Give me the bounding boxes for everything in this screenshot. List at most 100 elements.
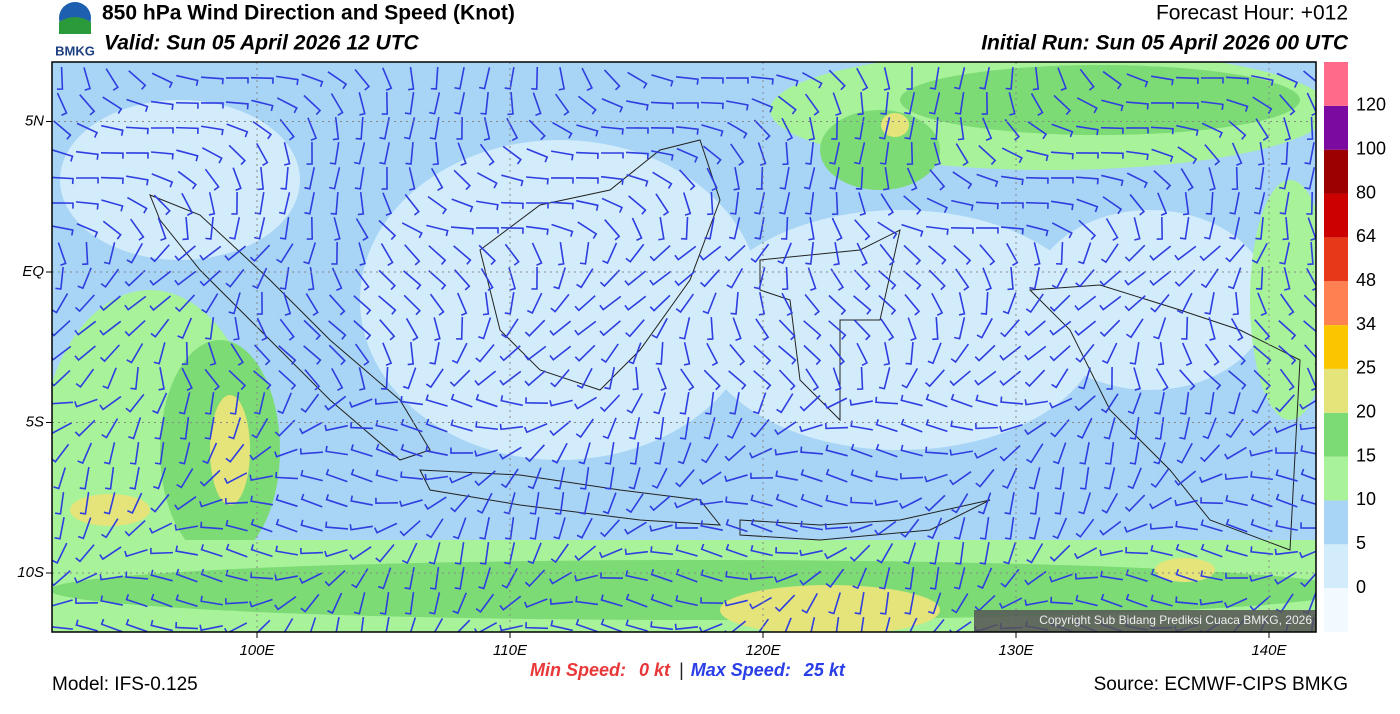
wind-barb [1175, 543, 1198, 558]
wind-barb [1050, 177, 1074, 184]
wind-barb [803, 167, 816, 190]
wind-barb [1051, 267, 1068, 289]
wind-barb [1124, 295, 1146, 312]
wind-barb [730, 191, 740, 215]
wind-barb [526, 292, 543, 315]
wind-barb [283, 142, 291, 166]
wind-barb [450, 447, 474, 454]
wind-barb [124, 269, 146, 287]
min-speed-label: Min Speed: [530, 660, 626, 680]
wind-barb [74, 294, 95, 313]
wind-barb [404, 91, 415, 115]
wind-barb [683, 342, 691, 366]
separator: | [679, 660, 684, 680]
wind-barb [99, 320, 122, 336]
wind-barb [226, 123, 249, 138]
wind-barb [499, 345, 521, 362]
wind-barb [1231, 166, 1239, 190]
wind-barb [774, 594, 796, 613]
wind-barb [499, 595, 522, 611]
wind-barb [1283, 267, 1291, 291]
wind-barb [651, 74, 674, 87]
wind-barb [952, 171, 973, 190]
wind-barb [1204, 144, 1221, 166]
wind-barb [1174, 470, 1197, 486]
wind-barb [1105, 441, 1115, 465]
wind-barb [1099, 319, 1121, 337]
wind-barb [229, 391, 240, 415]
wind-barb [385, 617, 390, 632]
wind-barb [929, 566, 940, 590]
wind-barb [126, 98, 149, 112]
wind-barb [1079, 442, 1090, 465]
wind-barb [1124, 244, 1146, 262]
wind-barb [424, 473, 449, 481]
wind-barb [150, 151, 174, 160]
wind-barb [150, 619, 173, 632]
wind-barb [1176, 442, 1193, 464]
wind-barb [975, 468, 995, 488]
wind-barb [1129, 342, 1140, 365]
wind-barb [75, 619, 98, 632]
wind-barb [75, 368, 95, 388]
wind-barb [1250, 471, 1274, 481]
wind-barb [1251, 242, 1268, 264]
wind-barb [99, 395, 122, 411]
wind-barb [930, 116, 939, 140]
wind-barb [407, 66, 415, 91]
wind-barb [673, 497, 698, 509]
wind-barb [729, 392, 740, 415]
wind-barb [303, 94, 322, 116]
wind-barb [1075, 343, 1095, 363]
wind-barb [850, 443, 873, 458]
wind-barb [275, 471, 299, 480]
wind-barb [758, 618, 770, 632]
wind-barb [430, 566, 440, 590]
wind-barb [355, 218, 369, 241]
wind-barb [224, 245, 247, 262]
wind-barb [301, 73, 324, 88]
wind-barb [774, 573, 798, 583]
wind-barb [728, 217, 741, 240]
copyright-box [974, 610, 1316, 632]
wind-barb [604, 219, 621, 241]
logo: BMKG [55, 2, 95, 58]
wind-barb [750, 472, 774, 480]
wind-barb [224, 598, 249, 605]
wind-barb [408, 167, 416, 191]
wind-barb [353, 592, 366, 615]
wind-barb [153, 467, 167, 490]
wind-barb [429, 92, 441, 115]
wind-barb [551, 223, 574, 237]
wind-barb [430, 167, 444, 191]
wind-barb [1175, 101, 1199, 109]
wind-barb [807, 267, 817, 291]
wind-barb [475, 421, 499, 431]
wind-barb [127, 196, 148, 214]
wind-barb [379, 117, 390, 140]
wind-barb [99, 295, 121, 312]
wind-barb [74, 345, 96, 362]
wind-barb [982, 117, 993, 142]
wind-barb [1103, 417, 1116, 440]
wind-barb [150, 593, 173, 608]
wind-barb [1279, 242, 1291, 265]
wind-barb [750, 544, 773, 557]
wind-barb [899, 473, 924, 480]
colorbar-swatch [1324, 281, 1348, 326]
wind-barb [327, 592, 343, 615]
wind-barb [1055, 241, 1064, 265]
wind-barb [1228, 370, 1247, 390]
wind-barb [425, 445, 448, 456]
wind-barb [1228, 392, 1241, 415]
wind-barb [950, 420, 973, 431]
wind-barb [1024, 599, 1048, 606]
wind-barb [629, 417, 641, 440]
wind-barb [1099, 270, 1121, 287]
wind-barb [177, 170, 197, 190]
wind-barb [474, 449, 498, 457]
wind-barb [200, 544, 223, 558]
wind-barb [325, 494, 348, 508]
wind-barb [603, 69, 621, 91]
wind-barb [1227, 267, 1242, 290]
